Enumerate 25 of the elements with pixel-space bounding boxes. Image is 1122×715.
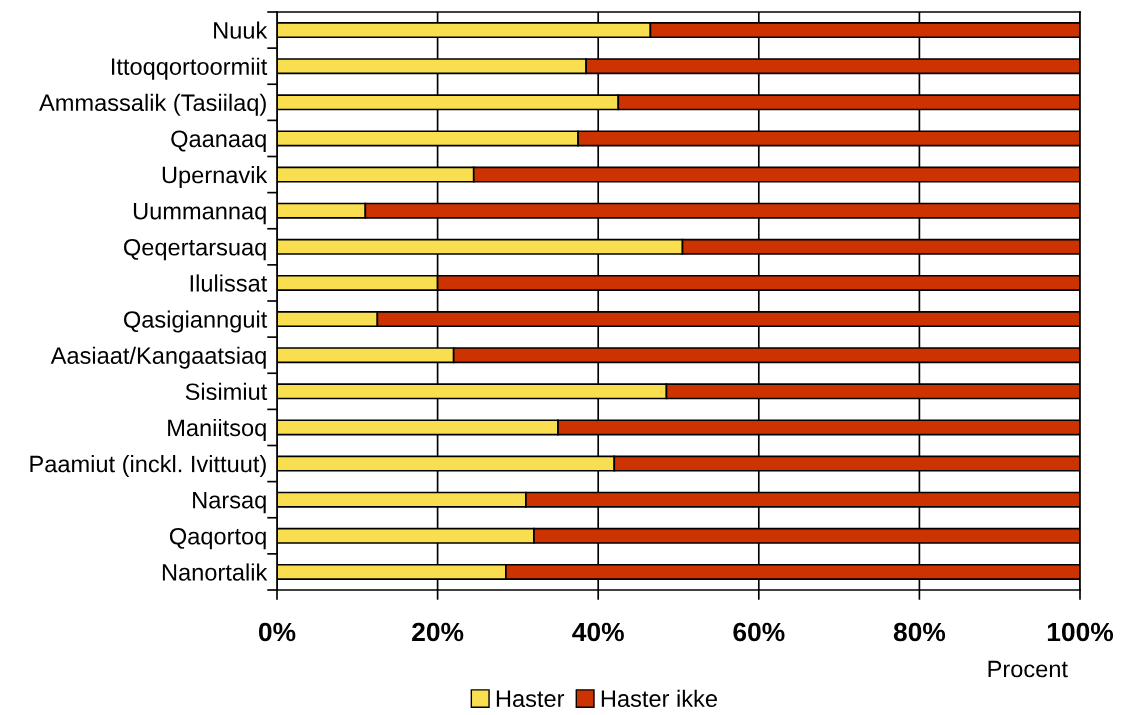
y-tick-label: Narsaq (193, 492, 266, 514)
y-tick-label: Upernavik (162, 166, 268, 189)
y-tick-label: Ammassalik (Tasiilaq) (39, 93, 266, 116)
y-tick-label: Nanortalik (162, 563, 268, 581)
y-tick-label: Maniitsoq (168, 418, 266, 441)
y-tick-label: Paamiut (inckl. Ivittuut) (30, 455, 266, 478)
x-tick-label: 60% (733, 622, 785, 642)
legend-label: Haster (496, 690, 565, 708)
legend-label: Haster ikke (601, 689, 717, 708)
y-tick-label: Qaanaaq (171, 130, 266, 152)
x-axis-title: Procent (988, 660, 1068, 678)
x-tick-label: 20% (412, 622, 464, 642)
x-tick-label: 80% (893, 622, 946, 642)
y-tick-label: Ilulissat (190, 274, 268, 292)
y-tick-label: Qasigiannguit (124, 310, 268, 333)
y-tick-label: Sisimiut (185, 382, 268, 401)
y-tick-label: Uummannaq (133, 203, 266, 225)
y-tick-label: Nuuk (214, 21, 268, 39)
y-tick-label: Ittoqqortoormiit (112, 57, 268, 80)
y-tick-label: Aasiaat/Kangaatsiaq (50, 346, 266, 369)
y-tick-label: Qeqertarsuaq (124, 238, 266, 261)
y-tick-label: Qaqortoq (169, 527, 266, 550)
x-tick-label: 40% (572, 622, 624, 642)
x-tick-label: 0% (258, 622, 296, 642)
x-tick-label: 100% (1047, 622, 1114, 642)
